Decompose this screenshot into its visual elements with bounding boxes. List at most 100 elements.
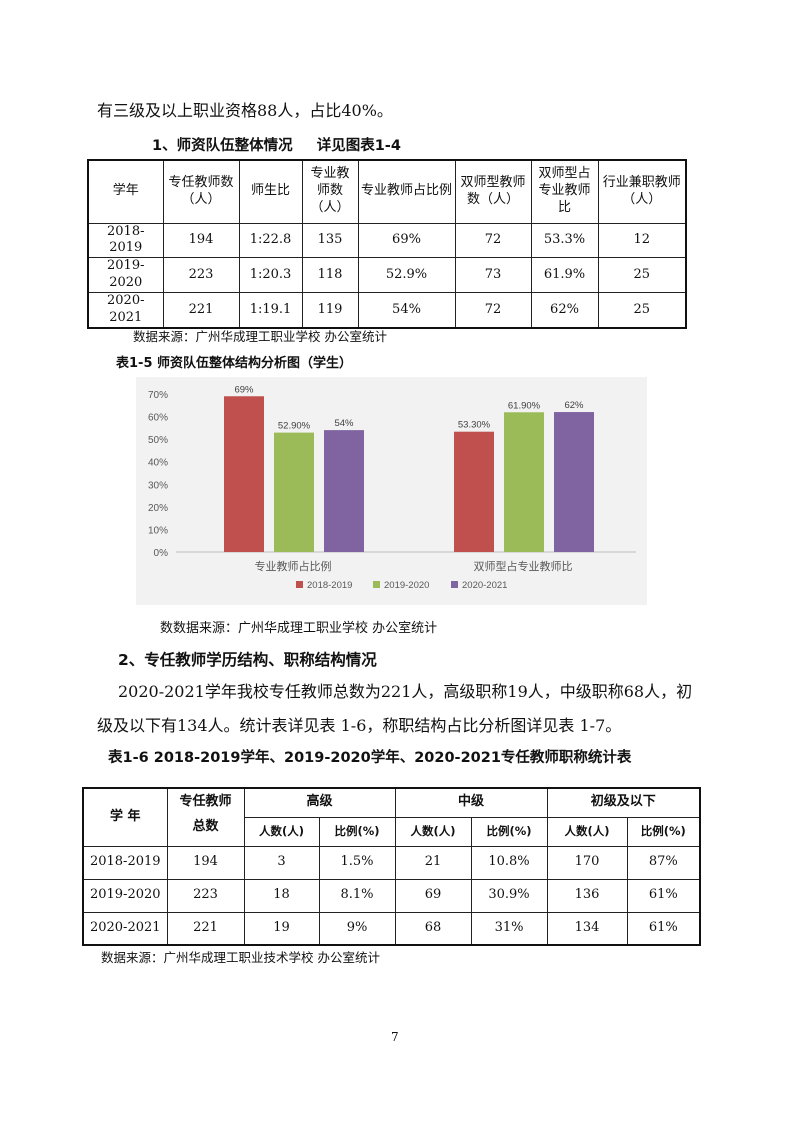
table-cell: 2020-2021 [82, 911, 168, 946]
y-tick-label: 20% [148, 503, 168, 514]
bar [324, 430, 364, 552]
x-category-label: 专业教师占比例 [255, 559, 332, 573]
table-cell: 1:20.3 [238, 257, 303, 294]
chart-caption: 表1-5 师资队伍整体结构分析图（学生） [116, 356, 353, 371]
table2-caption: 表1-6 2018-2019学年、2019-2020学年、2020-2021专任… [108, 750, 632, 766]
table-cell: 69 [394, 878, 472, 913]
table-row: 2020-2021 221 19 9% 68 31% 134 61% [82, 911, 701, 946]
table-header-row: 学 年 专任教师 总数 高级 中级 初级及以下 [82, 787, 701, 847]
table-cell: 2018-2019 [87, 222, 164, 259]
subheader-cell: 比例(%) [470, 816, 548, 847]
table2-source: 数据来源：广州华成理工职业技术学校 办公室统计 [101, 950, 380, 965]
table-cell: 10.8% [470, 845, 548, 880]
header-group-senior: 高级 [243, 787, 396, 818]
table-cell: 31% [470, 911, 548, 946]
data-label: 61.90% [508, 400, 541, 411]
table-cell: 1.5% [318, 845, 396, 880]
data-label: 54% [334, 418, 354, 429]
bar [504, 412, 544, 552]
page-number: 7 [391, 1030, 399, 1044]
table-cell: 25 [597, 257, 687, 294]
table-row: 2018-2019 194 1:22.8 135 69% 72 53.3% 12 [87, 222, 687, 259]
subheader-cell: 人数(人) [394, 816, 472, 847]
header-cell-total: 专任教师 总数 [166, 787, 245, 847]
data-label: 69% [234, 384, 254, 395]
section2-paragraph-line2: 级及以下有134人。统计表详见表 1-6，称职结构占比分析图详见表 1-7。 [97, 716, 622, 735]
header-total-line2: 总数 [192, 819, 219, 835]
legend-swatch [296, 581, 303, 588]
table-cell: 8.1% [318, 878, 396, 913]
header-cell-year: 学 年 [82, 787, 168, 847]
table-cell: 72 [454, 222, 532, 259]
header-cell: 专业教师数（人） [301, 159, 359, 224]
table-row: 2019-2020 223 18 8.1% 69 30.9% 136 61% [82, 878, 701, 913]
table-cell: 1:22.8 [238, 222, 303, 259]
table-cell: 25 [597, 292, 687, 329]
table-cell: 221 [166, 911, 245, 946]
table-cell: 136 [546, 878, 628, 913]
y-tick-label: 70% [148, 390, 168, 401]
table-cell: 119 [301, 292, 359, 329]
table-row: 2020-2021 221 1:19.1 119 54% 72 62% 25 [87, 292, 687, 329]
table-cell: 19 [243, 911, 320, 946]
table-cell: 118 [301, 257, 359, 294]
header-group-junior: 初级及以下 [546, 787, 701, 818]
y-tick-label: 60% [148, 413, 168, 424]
subheader-cell: 人数(人) [243, 816, 320, 847]
section2-heading: 2、专任教师学历结构、职称结构情况 [118, 651, 377, 669]
header-cell: 专任教师数（人） [162, 159, 240, 224]
table-row: 2019-2020 223 1:20.3 118 52.9% 73 61.9% … [87, 257, 687, 294]
subheader-cell: 比例(%) [318, 816, 396, 847]
legend-swatch [451, 581, 458, 588]
legend-label: 2019-2020 [384, 580, 429, 591]
data-label: 52.90% [278, 421, 311, 432]
legend-swatch [373, 581, 380, 588]
table-cell: 12 [597, 222, 687, 259]
table-cell: 223 [166, 878, 245, 913]
table-cell: 21 [394, 845, 472, 880]
table-cell: 54% [357, 292, 456, 329]
legend-label: 2020-2021 [462, 580, 507, 591]
faculty-structure-chart: 0% 10% 20% 30% 40% 50% 60% 70% 69% 52.90% 54% 专业教师占… [136, 377, 647, 605]
bar [454, 431, 494, 552]
table-cell: 135 [301, 222, 359, 259]
table-cell: 221 [162, 292, 240, 329]
table-cell: 1:19.1 [238, 292, 303, 329]
table-cell: 18 [243, 878, 320, 913]
chart-source: 数数据来源：广州华成理工职业学校 办公室统计 [160, 621, 438, 636]
subheader-cell: 人数(人) [546, 816, 628, 847]
header-cell: 双师型占专业教师比 [530, 159, 599, 224]
data-label: 53.30% [458, 420, 491, 431]
y-tick-label: 50% [148, 435, 168, 446]
table-cell: 61% [626, 878, 701, 913]
table-cell: 194 [162, 222, 240, 259]
table-cell: 53.3% [530, 222, 599, 259]
header-cell: 师生比 [238, 159, 303, 224]
table-cell: 9% [318, 911, 396, 946]
y-tick-label: 40% [148, 458, 168, 469]
header-cell: 学年 [87, 159, 164, 224]
bar [554, 412, 594, 552]
table-cell: 30.9% [470, 878, 548, 913]
bar-chart-svg: 0% 10% 20% 30% 40% 50% 60% 70% 69% 52.90% 54% 专业教师占… [148, 384, 636, 591]
table-cell: 52.9% [357, 257, 456, 294]
y-tick-label: 10% [148, 525, 168, 536]
faculty-overview-table: 学年 专任教师数（人） 师生比 专业教师数（人） 专业教师占比例 双师型教师数（… [87, 159, 687, 329]
header-cell: 双师型教师数（人） [454, 159, 532, 224]
table-cell: 73 [454, 257, 532, 294]
data-label: 62% [564, 400, 584, 411]
title-statistics-table: 学 年 专任教师 总数 高级 中级 初级及以下 人数(人) 比例(%) 人数(人… [82, 787, 702, 946]
table-cell: 134 [546, 911, 628, 946]
table-cell: 2020-2021 [87, 292, 164, 329]
header-group-intermediate: 中级 [394, 787, 548, 818]
table-cell: 2019-2020 [82, 878, 168, 913]
y-tick-label: 30% [148, 480, 168, 491]
table-cell: 87% [626, 845, 701, 880]
table-cell: 68 [394, 911, 472, 946]
table-cell: 61.9% [530, 257, 599, 294]
table-cell: 62% [530, 292, 599, 329]
table1-source: 数据来源：广州华成理工职业学校 办公室统计 [133, 329, 387, 344]
table-row: 2018-2019 194 3 1.5% 21 10.8% 170 87% [82, 845, 701, 880]
section2-paragraph-line1: 2020-2021学年我校专任教师总数为221人，高级职称19人，中级职称68人… [118, 682, 693, 701]
header-cell: 专业教师占比例 [357, 159, 456, 224]
